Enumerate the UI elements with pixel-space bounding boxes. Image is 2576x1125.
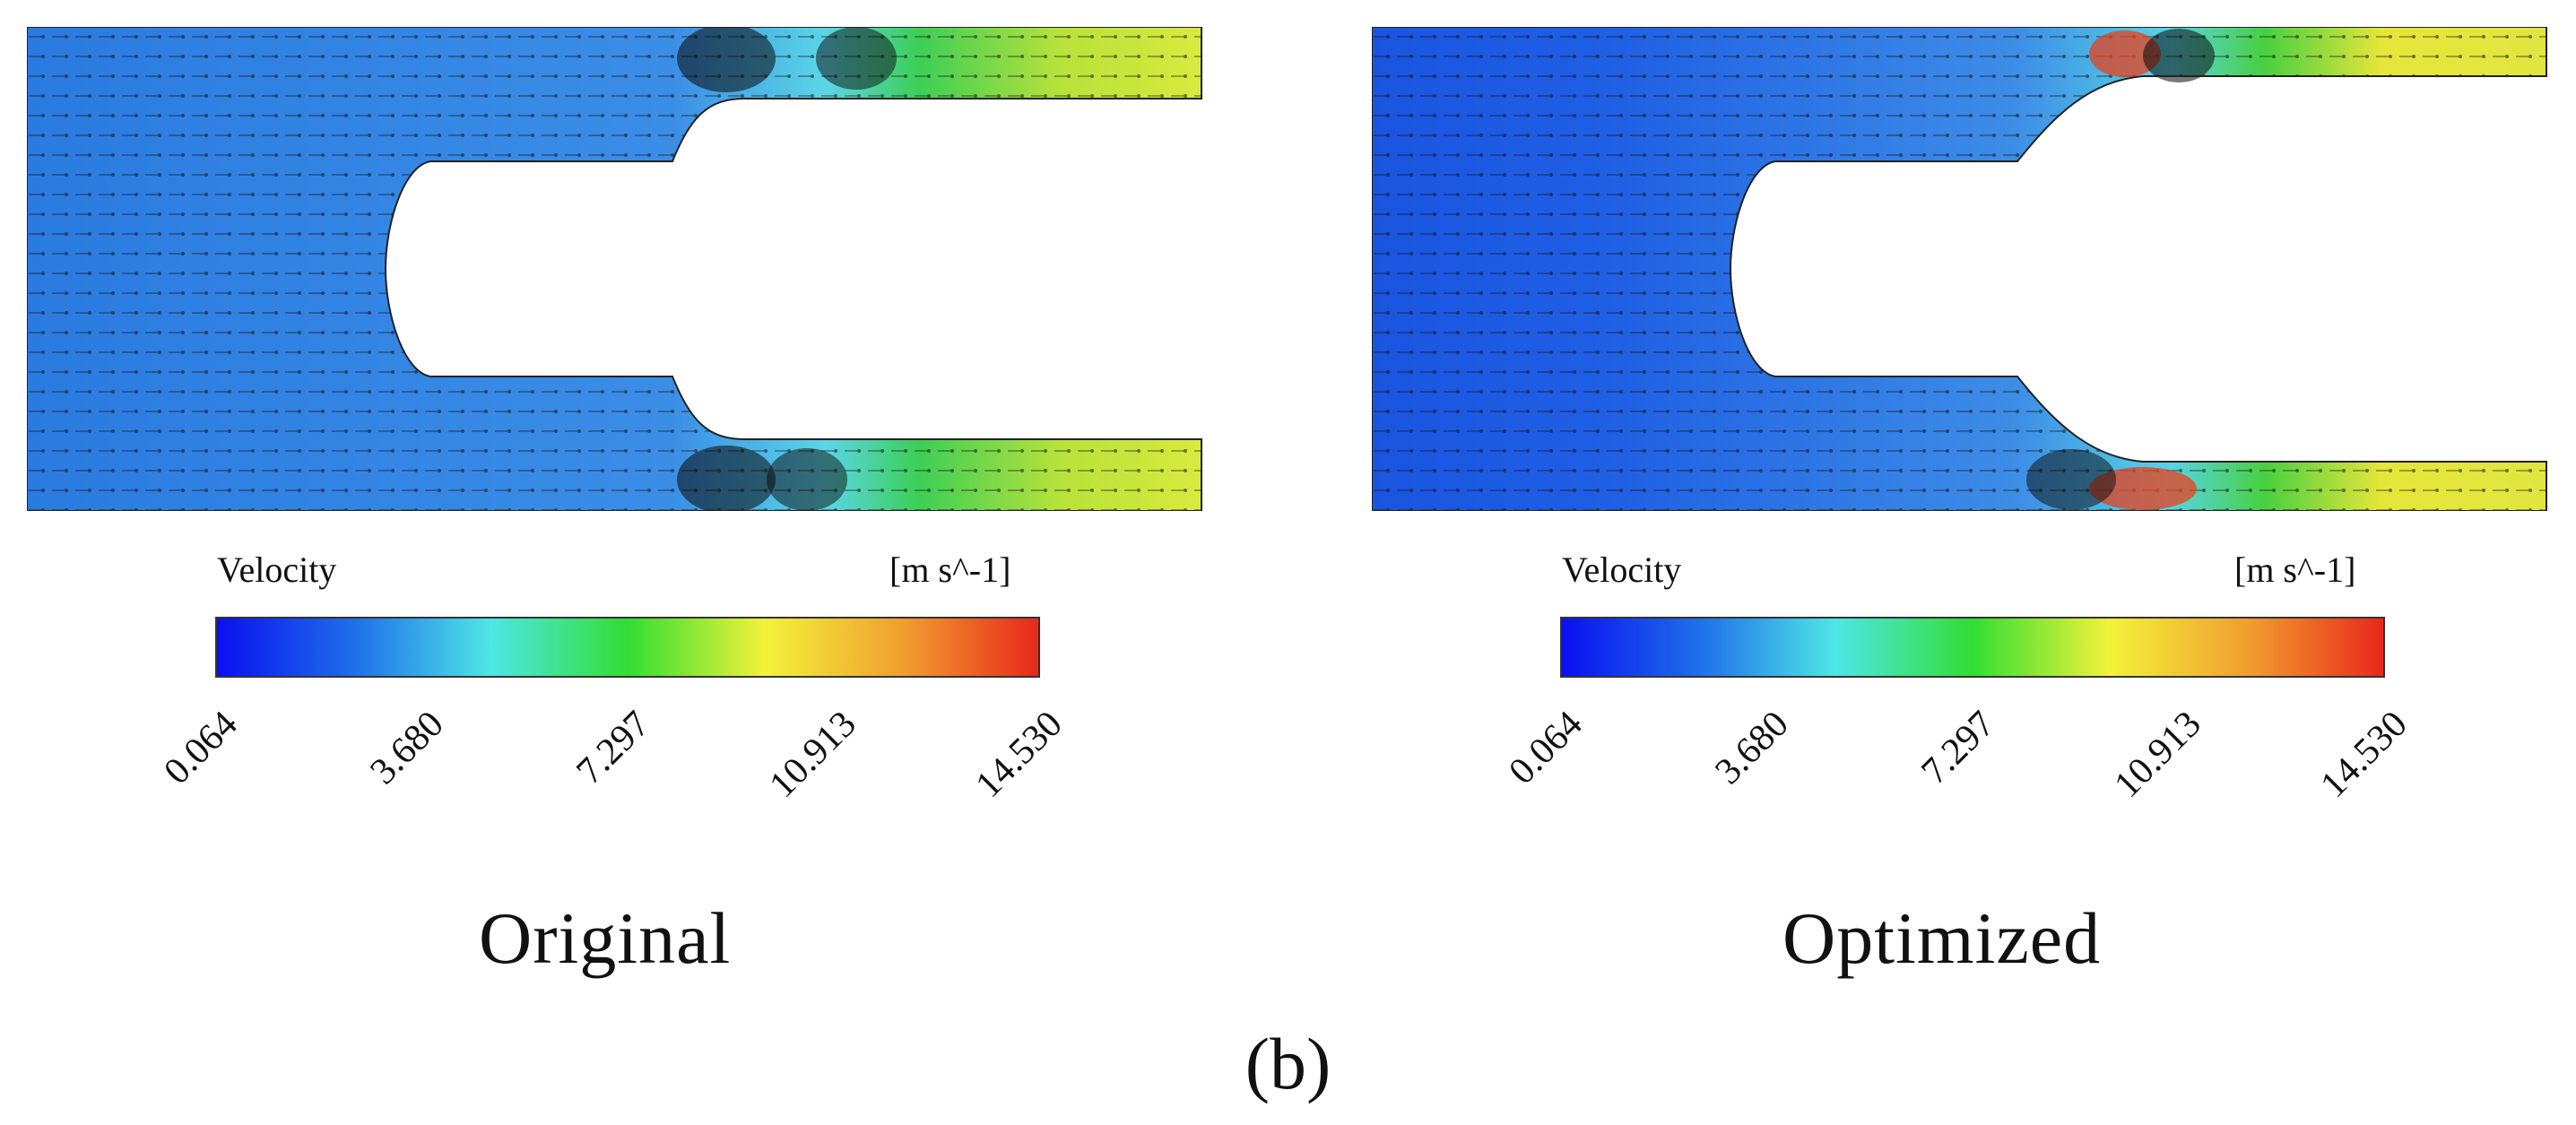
vortex-marker — [767, 448, 847, 511]
vortex-marker — [677, 27, 776, 92]
colorbar-tick-label: 14.530 — [2312, 703, 2416, 806]
figure-sublabel: (b) — [1245, 1023, 1331, 1104]
vortex-marker — [816, 27, 897, 90]
panel-caption: Optimized — [1782, 897, 2102, 979]
legend-title: Velocity — [217, 550, 337, 590]
velocity-contour-optimized — [1372, 27, 2547, 511]
colorbar — [215, 617, 1040, 678]
high-velocity-zone — [2089, 30, 2161, 77]
legend-unit: [m s^-1] — [2234, 550, 2356, 590]
colorbar-tick-label: 14.530 — [967, 703, 1071, 806]
colorbar-tick-label: 0.064 — [155, 703, 246, 793]
vortex-marker — [2143, 29, 2215, 82]
colorbar-tick-label: 10.913 — [761, 703, 864, 806]
vortex-marker — [2026, 449, 2116, 510]
colorbar-tick-label: 3.680 — [361, 703, 452, 793]
colorbar-tick-label: 10.913 — [2106, 703, 2209, 806]
colorbar — [1560, 617, 2385, 678]
legend-unit: [m s^-1] — [889, 550, 1011, 590]
high-velocity-zone — [2089, 467, 2197, 510]
panel-caption: Original — [479, 897, 732, 979]
colorbar-tick-label: 7.297 — [568, 703, 658, 793]
colorbar-tick-label: 0.064 — [1500, 703, 1591, 793]
velocity-contour-original — [27, 27, 1202, 511]
vortex-marker — [677, 446, 776, 511]
legend-title: Velocity — [1562, 550, 1682, 590]
panel-optimized: Velocity [m s^-1] 0.064 3.680 7.297 10.9… — [1345, 0, 2576, 1013]
panel-original: Velocity [m s^-1] 0.064 3.680 7.297 10.9… — [0, 0, 1288, 1013]
colorbar-tick-label: 7.297 — [1912, 703, 2003, 793]
colorbar-tick-label: 3.680 — [1706, 703, 1797, 793]
